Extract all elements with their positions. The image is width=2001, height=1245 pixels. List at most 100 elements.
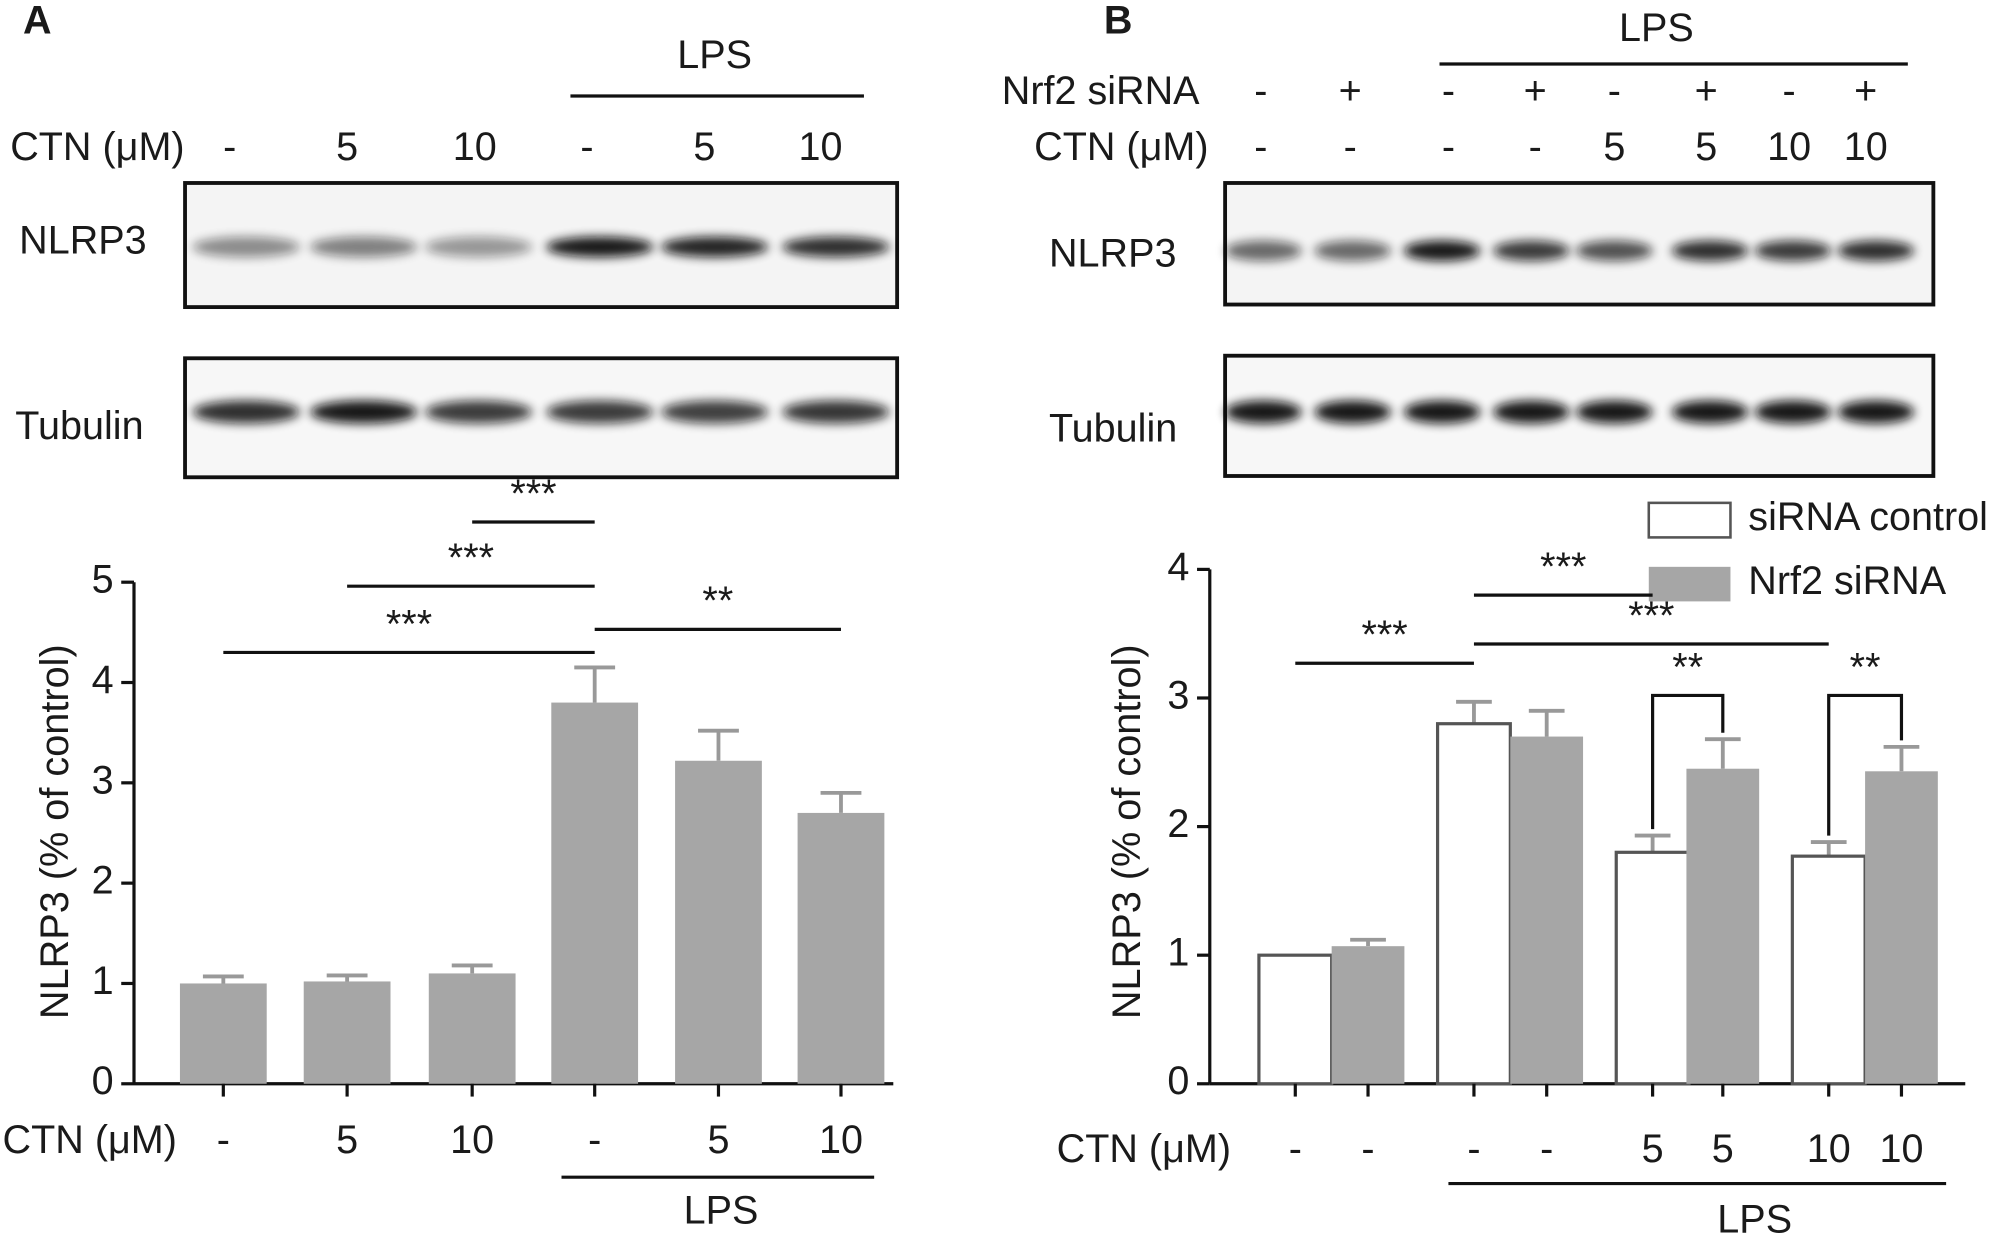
blot-lane-label: - [1608, 69, 1621, 113]
error-bar [1704, 737, 1741, 769]
y-tick-label: 1 [1167, 931, 1189, 975]
error-bar [698, 728, 739, 761]
x-tick-label: 10 [819, 1118, 863, 1162]
band [1671, 240, 1749, 262]
blot-lane-label: 10 [799, 125, 843, 169]
error-bar [202, 974, 244, 984]
band [546, 400, 654, 424]
blot-lane-label: + [1854, 69, 1877, 113]
blot-lane-label: 10 [453, 125, 497, 169]
bar [675, 760, 762, 1084]
bar [179, 983, 267, 1084]
panel-label: B [1104, 0, 1133, 43]
band [782, 236, 890, 258]
error-bar [1883, 744, 1920, 772]
error-bar [1456, 699, 1492, 724]
bar [1790, 854, 1867, 1086]
band [424, 236, 533, 258]
error-bar [1810, 840, 1847, 857]
blot-lane-label: - [1442, 69, 1455, 113]
band [1225, 240, 1302, 262]
x-tick-label: - [1467, 1127, 1480, 1171]
band [1493, 400, 1570, 424]
band-label: NLRP3 [19, 219, 147, 263]
band [1314, 400, 1392, 424]
bar [1331, 946, 1405, 1084]
y-tick-label: 3 [92, 758, 114, 802]
legend-swatch [1648, 566, 1731, 602]
y-tick-label: 5 [92, 558, 114, 602]
error-bar [451, 963, 493, 974]
significance-label: *** [386, 602, 432, 646]
y-tick-label: 0 [92, 1059, 114, 1103]
blot-frame [183, 181, 900, 310]
x-tick-label: 5 [1712, 1127, 1734, 1171]
band [782, 400, 890, 424]
band [1576, 400, 1653, 424]
bar [1257, 953, 1334, 1086]
blot-lane-label: 5 [1695, 125, 1717, 169]
blot-lane-label: - [223, 125, 236, 169]
legend-swatch [1647, 501, 1732, 539]
blot-lane-label: 5 [693, 125, 715, 169]
x-tick-label: 5 [707, 1118, 729, 1162]
y-axis-title: NLRP3 (% of control) [1105, 644, 1149, 1019]
panel-label: A [23, 0, 52, 43]
x-tick-label: - [1540, 1127, 1553, 1171]
y-tick-label: 4 [1167, 545, 1189, 589]
band [661, 236, 769, 258]
band-label: Tubulin [1049, 407, 1177, 451]
significance-label: *** [1540, 545, 1586, 589]
blot-lane-label: 5 [336, 125, 358, 169]
significance-label: ** [1672, 645, 1703, 689]
y-axis-title: NLRP3 (% of control) [33, 644, 77, 1019]
band [1403, 400, 1481, 424]
band [192, 400, 300, 424]
x-tick-label: 10 [450, 1118, 494, 1162]
band [1754, 240, 1832, 262]
significance-label: *** [448, 536, 494, 580]
band [1837, 400, 1915, 424]
significance-label: *** [510, 472, 556, 516]
x-tick-label: 10 [1807, 1127, 1851, 1171]
significance-bracket [1651, 693, 1725, 830]
y-tick-label: 1 [92, 959, 114, 1003]
bar [1614, 850, 1691, 1086]
blot-row-label: CTN (μM) [1034, 125, 1208, 169]
x-tick-label: - [1361, 1127, 1374, 1171]
bar [1510, 736, 1584, 1084]
blot-lane-label: - [580, 125, 593, 169]
significance-label: *** [1362, 613, 1408, 657]
error-bar [1634, 833, 1671, 853]
significance-label: ** [702, 579, 733, 623]
blot-lane-label: 5 [1603, 125, 1625, 169]
blot-frame [183, 356, 900, 480]
bar [797, 812, 885, 1084]
band [310, 400, 418, 424]
bar [1435, 722, 1512, 1086]
bar [303, 981, 391, 1084]
band [192, 236, 300, 258]
error-bar [326, 973, 368, 982]
x-tick-label: 5 [336, 1118, 358, 1162]
significance-label: ** [1850, 645, 1881, 689]
y-tick-label: 2 [1167, 802, 1189, 846]
bar [428, 973, 516, 1084]
bar [1686, 768, 1760, 1084]
band [661, 400, 769, 424]
band [1493, 240, 1570, 262]
blot-lane-label: 10 [1767, 125, 1811, 169]
x-tick-label: - [588, 1118, 601, 1162]
significance-label: *** [1628, 594, 1674, 638]
x-tick-label: 10 [1879, 1127, 1923, 1171]
blot-lane-label: - [1254, 125, 1267, 169]
blot-row-label: Nrf2 siRNA [1002, 69, 1200, 113]
blot-lane-label: + [1339, 69, 1362, 113]
band [1754, 400, 1832, 424]
blot-lane-label: - [1254, 69, 1267, 113]
x-tick-label: - [217, 1118, 230, 1162]
lps-label: LPS [1619, 6, 1694, 50]
blot-row-label: CTN (μM) [10, 125, 184, 169]
legend-label: siRNA control [1748, 495, 1988, 539]
